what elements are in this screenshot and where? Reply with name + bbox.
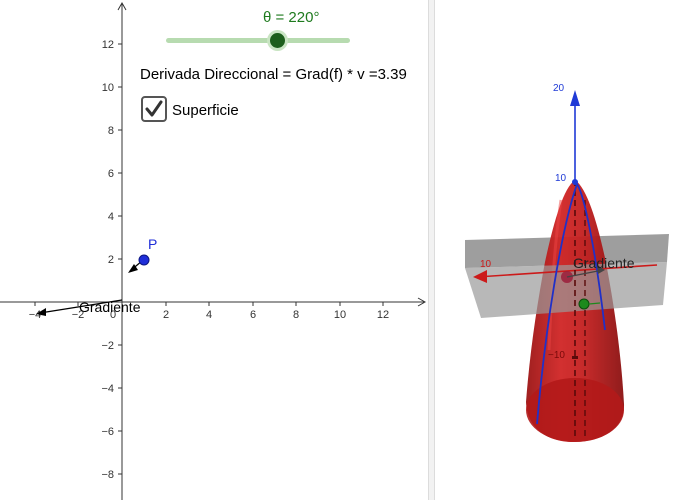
projected-point[interactable] bbox=[578, 298, 590, 310]
y-tick-label: −6 bbox=[101, 426, 114, 438]
theta-slider-thumb[interactable] bbox=[270, 33, 285, 48]
graph-3d[interactable]: 10 20 10 −10 Gradiente bbox=[435, 0, 700, 500]
z-axis-3d-arrowhead bbox=[570, 90, 580, 106]
z-tick-label-3d: −10 bbox=[548, 350, 565, 361]
x-tick-label-3d: 10 bbox=[480, 259, 492, 270]
z-tick-label-3d: 10 bbox=[555, 173, 567, 184]
x-tick-label: 6 bbox=[250, 309, 256, 321]
z-axis-marker bbox=[572, 356, 578, 359]
x-tick-label: 2 bbox=[163, 309, 169, 321]
apex-point bbox=[572, 179, 578, 185]
gradient-vector-arrowhead bbox=[36, 308, 46, 316]
x-axis-arrow bbox=[417, 297, 427, 307]
gradient-vector-3d bbox=[566, 269, 604, 278]
gradient-label-3d: Gradiente bbox=[573, 255, 635, 271]
superficie-checkbox[interactable] bbox=[141, 96, 167, 122]
z-tick-label-3d: 20 bbox=[553, 83, 565, 94]
tangent-plane-front bbox=[465, 262, 667, 318]
theta-slider-track[interactable] bbox=[166, 38, 350, 43]
point-p-label: P bbox=[148, 236, 157, 252]
y-tick-label: 12 bbox=[102, 39, 114, 51]
x-tick-label: 12 bbox=[377, 309, 389, 321]
x-ticks bbox=[34, 302, 384, 306]
gradient-vector-3d-arrowhead bbox=[597, 265, 605, 274]
graphics-view-3d[interactable]: 10 20 10 −10 Gradiente bbox=[435, 0, 700, 500]
intersection-curve bbox=[536, 181, 606, 425]
y-tick-label: 6 bbox=[108, 168, 114, 180]
x-tick-label: 8 bbox=[293, 309, 299, 321]
x-tick-label: 4 bbox=[206, 309, 212, 321]
x-tick-label: −4 bbox=[29, 309, 42, 321]
x-tick-label: 10 bbox=[334, 309, 346, 321]
y-tick-label: −4 bbox=[101, 383, 114, 395]
graphics-view-2d[interactable]: −4 −2 0 2 4 6 8 10 12 bbox=[0, 0, 428, 500]
y-tick-label: 2 bbox=[108, 254, 114, 266]
y-tick-label: 10 bbox=[102, 82, 114, 94]
y-tick-label: −8 bbox=[101, 469, 114, 481]
y-tick-label: −2 bbox=[101, 340, 114, 352]
y-tick-label: 4 bbox=[108, 211, 114, 223]
x-axis-3d-arrowhead bbox=[473, 270, 487, 283]
gradient-vector bbox=[39, 299, 123, 314]
checkmark-icon bbox=[145, 100, 163, 117]
direction-vector-3d bbox=[588, 302, 601, 305]
view-divider[interactable] bbox=[428, 0, 435, 500]
gradient-label: Gradiente bbox=[79, 299, 141, 315]
x-tick-label: −2 bbox=[72, 309, 85, 321]
direction-vector-arrowhead bbox=[128, 264, 138, 273]
superficie-checkbox-label: Superficie bbox=[172, 102, 239, 119]
directional-derivative-text: Derivada Direccional = Grad(f) * v =3.39 bbox=[140, 66, 407, 83]
y-ticks bbox=[118, 43, 122, 475]
graph-2d[interactable]: −4 −2 0 2 4 6 8 10 12 bbox=[0, 0, 428, 500]
x-tick-label: 0 bbox=[110, 309, 116, 321]
point-p[interactable] bbox=[138, 254, 150, 266]
theta-slider-label: θ = 220° bbox=[263, 9, 320, 26]
y-axis-arrow bbox=[117, 1, 127, 11]
y-tick-label: 8 bbox=[108, 125, 114, 137]
